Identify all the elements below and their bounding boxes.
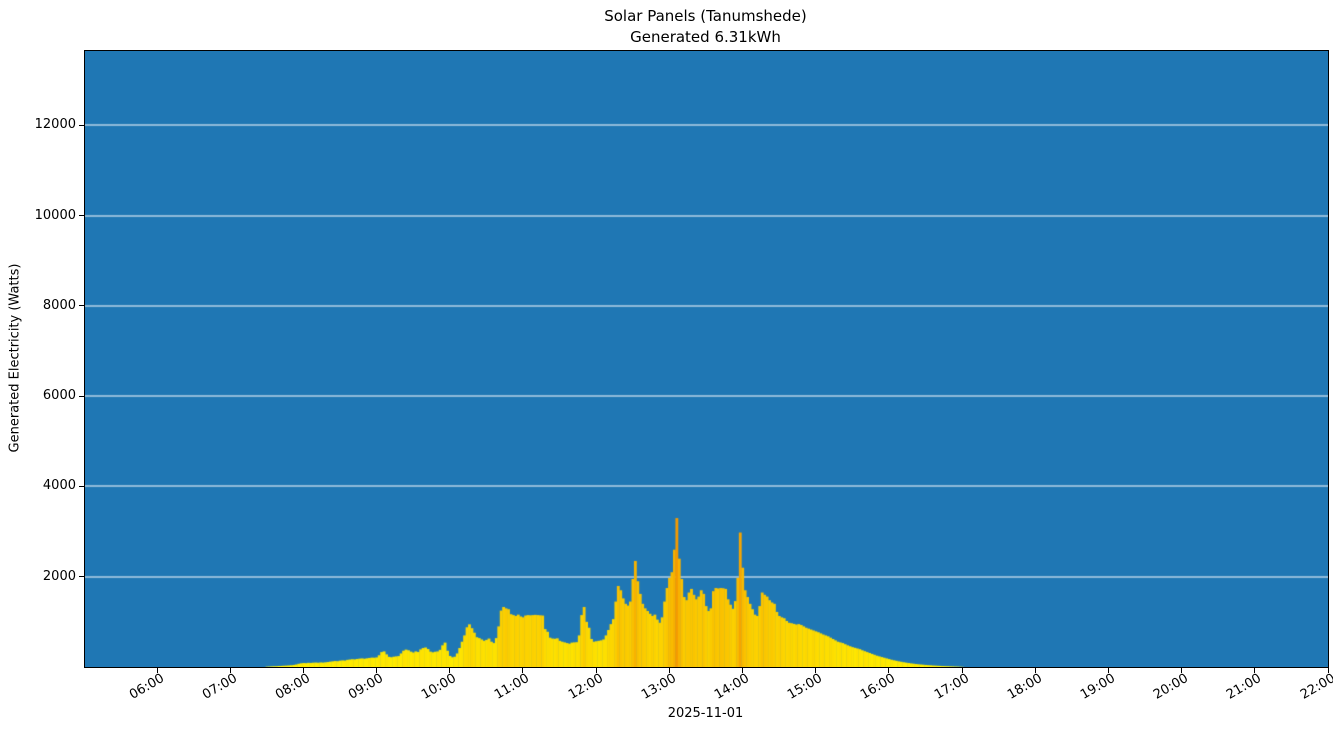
y-tick-label: 2000 <box>42 568 76 584</box>
chart-canvas <box>85 51 1328 667</box>
y-tick-mark <box>79 576 84 578</box>
x-tick-label: 22:00 <box>1297 671 1333 703</box>
x-tick-mark <box>1107 668 1109 673</box>
x-tick-label: 10:00 <box>419 671 460 703</box>
x-tick-mark <box>888 668 890 673</box>
x-tick-label: 14:00 <box>712 671 753 703</box>
y-tick-label: 8000 <box>42 297 76 313</box>
x-tick-mark <box>815 668 817 673</box>
x-tick-label: 18:00 <box>1004 671 1045 703</box>
y-tick-label: 6000 <box>42 388 76 404</box>
chart-title: Solar Panels (Tanumshede) <box>604 7 807 25</box>
x-tick-mark <box>229 668 231 673</box>
y-axis-label: Generated Electricity (Watts) <box>7 263 23 453</box>
x-axis-label: 2025-11-01 <box>667 706 744 721</box>
x-tick-label: 21:00 <box>1224 671 1265 703</box>
x-tick-label: 16:00 <box>858 671 899 703</box>
x-tick-mark <box>522 668 524 673</box>
x-tick-mark <box>1327 668 1329 673</box>
y-tick-mark <box>79 124 84 126</box>
x-tick-label: 13:00 <box>638 671 679 703</box>
x-tick-mark <box>156 668 158 673</box>
x-tick-label: 09:00 <box>346 671 387 703</box>
y-tick-label: 12000 <box>34 117 76 133</box>
plot-area <box>84 50 1329 668</box>
x-tick-mark <box>742 668 743 673</box>
x-tick-mark <box>961 668 963 673</box>
x-tick-mark <box>302 668 304 673</box>
y-tick-mark <box>79 395 84 397</box>
x-tick-label: 20:00 <box>1151 671 1192 703</box>
y-tick-mark <box>79 215 84 217</box>
x-tick-label: 06:00 <box>126 671 167 703</box>
x-tick-label: 07:00 <box>199 671 240 703</box>
y-tick-mark <box>79 305 84 307</box>
x-tick-mark <box>376 668 378 673</box>
x-tick-label: 12:00 <box>565 671 606 703</box>
y-tick-label: 10000 <box>34 207 76 223</box>
x-tick-label: 19:00 <box>1078 671 1118 703</box>
x-tick-label: 08:00 <box>272 671 313 703</box>
x-tick-label: 17:00 <box>931 671 972 703</box>
x-tick-mark <box>1254 668 1256 673</box>
x-tick-label: 11:00 <box>492 671 533 703</box>
chart-subtitle: Generated 6.31kWh <box>630 28 781 46</box>
x-tick-mark <box>1181 668 1183 673</box>
x-tick-mark <box>595 668 597 673</box>
x-tick-mark <box>449 668 451 673</box>
x-tick-mark <box>668 668 670 673</box>
x-tick-label: 15:00 <box>785 671 826 703</box>
y-tick-mark <box>79 485 84 487</box>
x-tick-mark <box>1034 668 1036 673</box>
y-tick-label: 4000 <box>42 478 76 494</box>
